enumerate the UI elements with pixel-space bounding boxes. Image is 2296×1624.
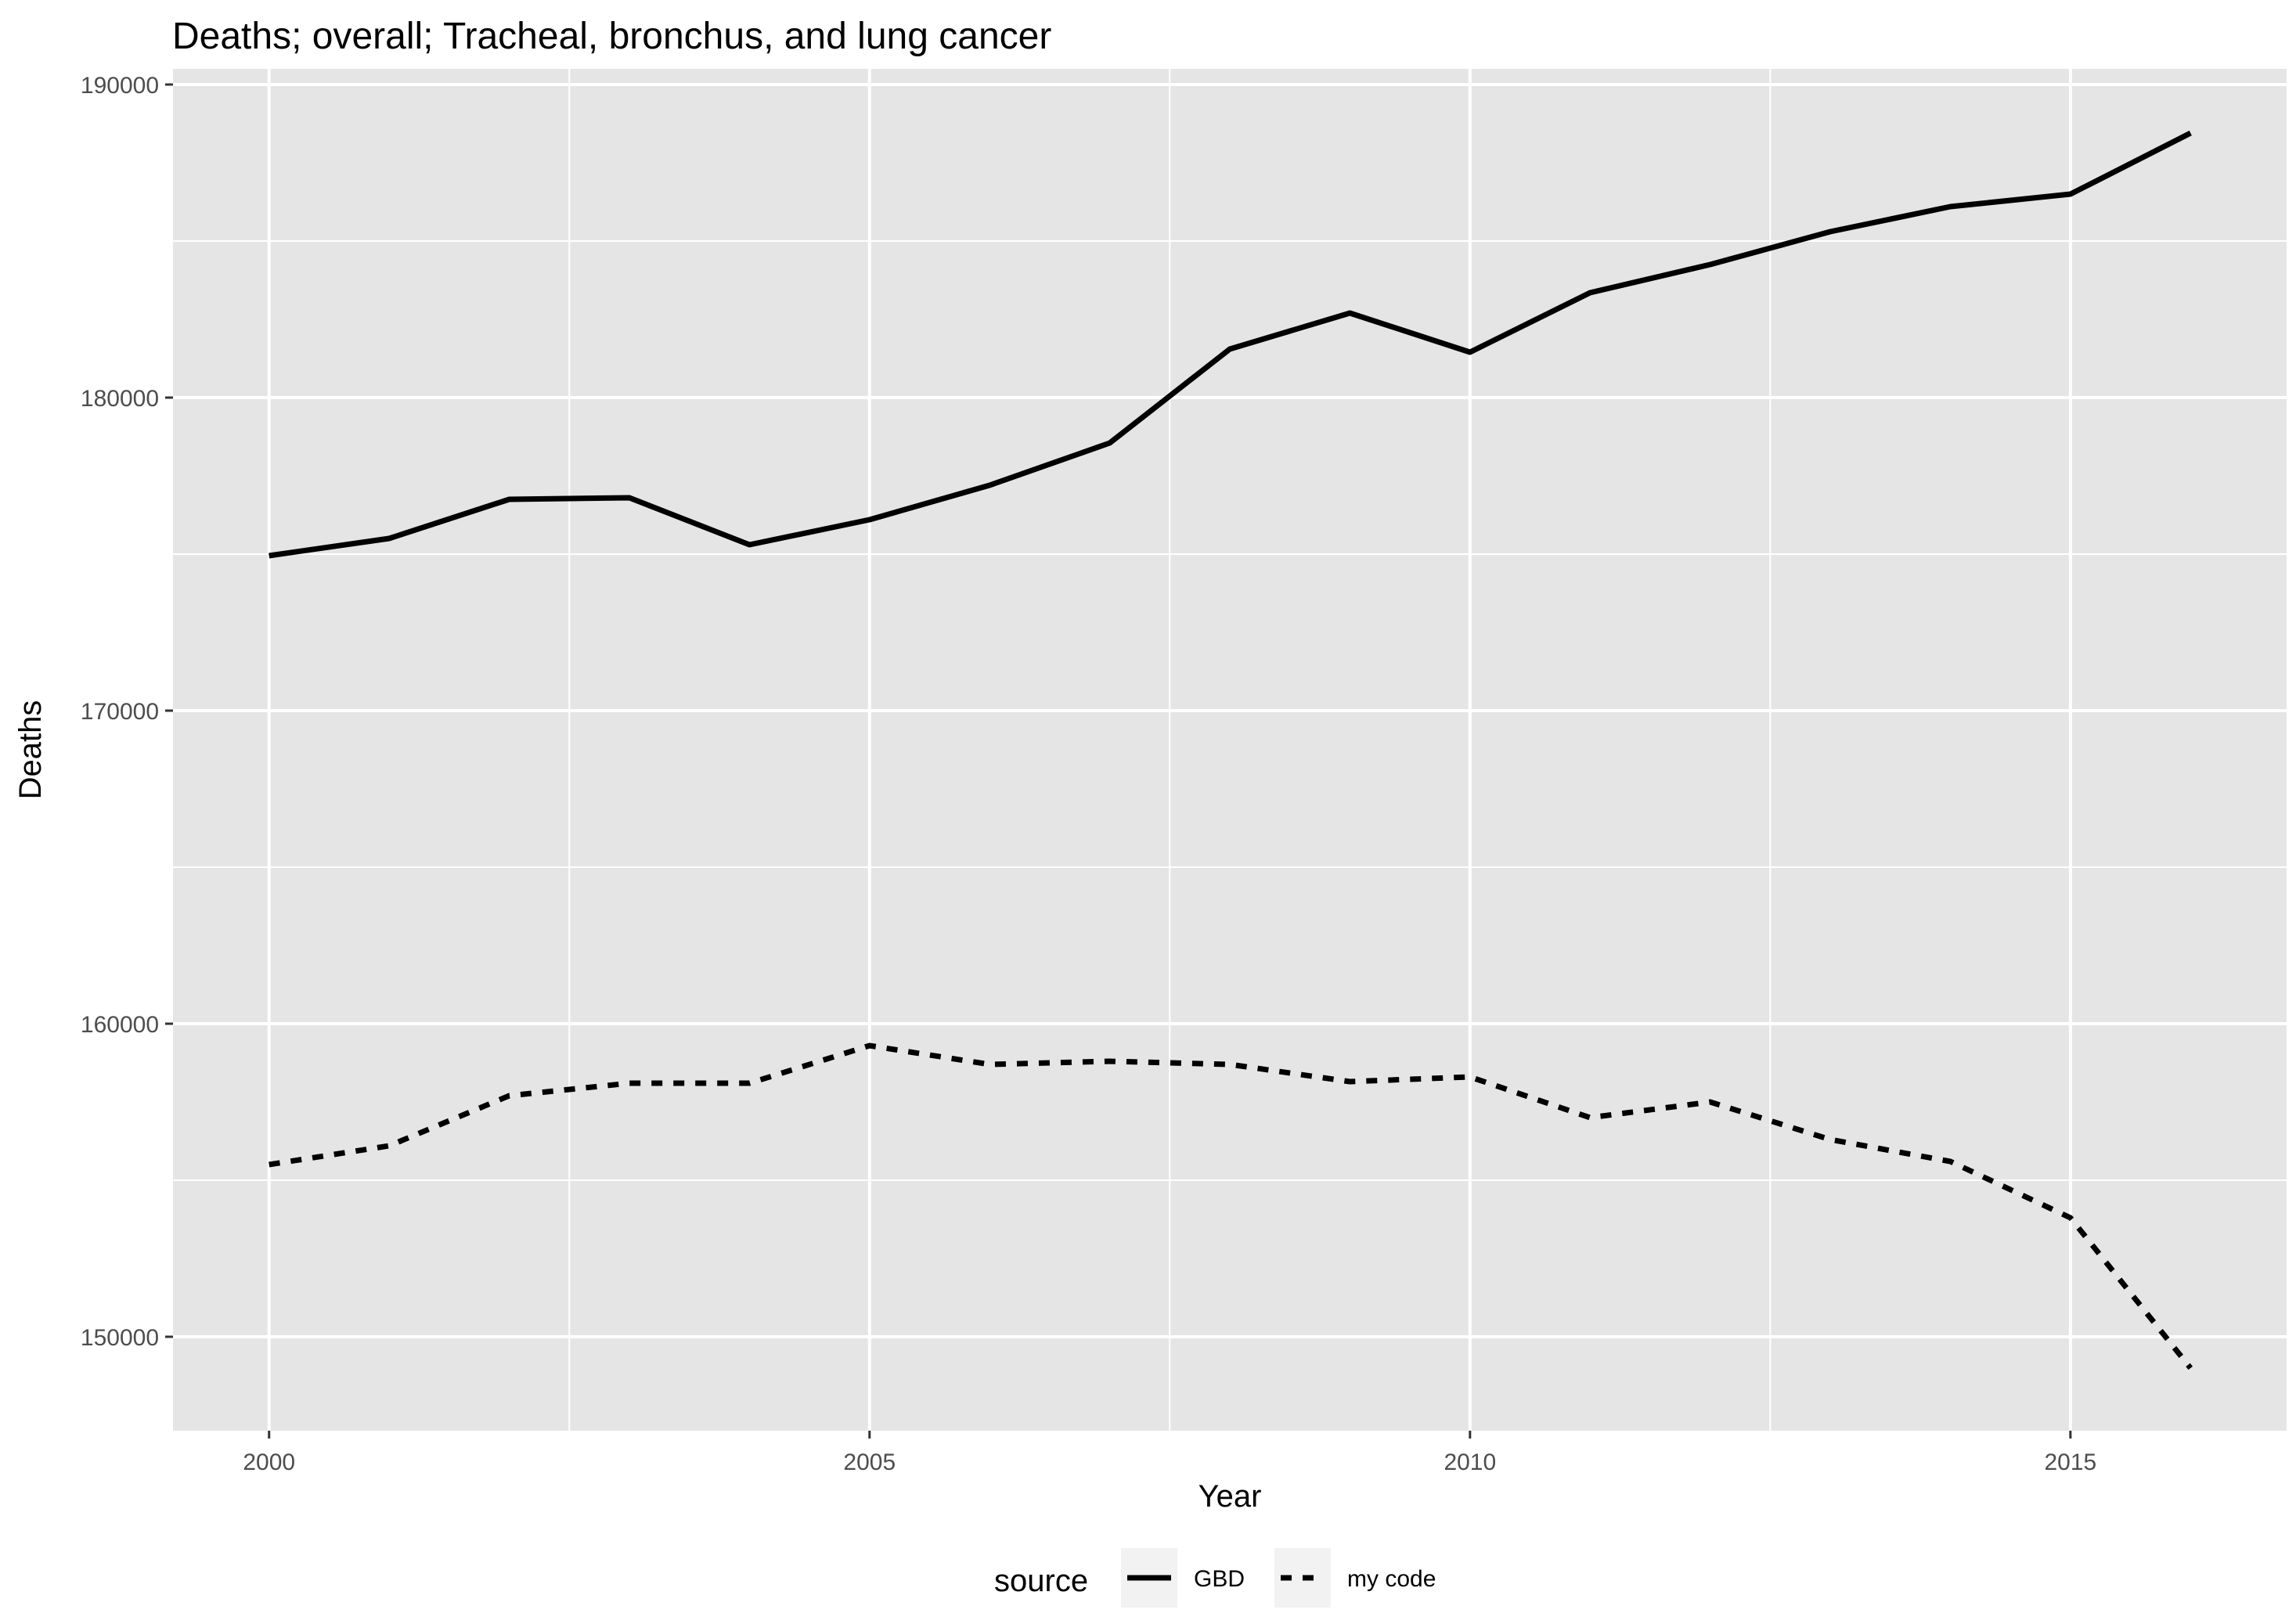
legend-label-gbd: GBD [1194, 1566, 1245, 1592]
x-axis-title: Year [1198, 1479, 1262, 1514]
legend-title: source [994, 1564, 1088, 1598]
y-tick-label: 180000 [81, 386, 159, 412]
minor-gridlines [173, 69, 2287, 1431]
x-tick-label: 2000 [243, 1449, 295, 1475]
series-line-gbd [269, 130, 2192, 559]
series-lines [269, 130, 2193, 1370]
series-line-my-code [269, 1042, 2193, 1370]
x-axis-ticks: 2000 2005 2010 2015 [243, 1431, 2096, 1475]
chart-title: Deaths; overall; Tracheal, bronchus, and… [172, 16, 1051, 57]
y-tick-label: 190000 [81, 73, 159, 99]
x-tick-label: 2005 [843, 1449, 896, 1475]
x-tick-label: 2015 [2044, 1449, 2096, 1475]
y-axis-ticks: 150000 160000 170000 180000 190000 [81, 73, 173, 1351]
y-axis-title: Deaths [13, 700, 48, 800]
y-tick-label: 150000 [81, 1325, 159, 1351]
legend-label-mycode: my code [1347, 1566, 1436, 1592]
x-tick-label: 2010 [1444, 1449, 1496, 1475]
y-tick-label: 170000 [81, 699, 159, 725]
plot-panel [173, 69, 2287, 1431]
y-tick-label: 160000 [81, 1012, 159, 1038]
major-gridlines [173, 69, 2287, 1431]
legend: source GBD my code [994, 1548, 1436, 1608]
